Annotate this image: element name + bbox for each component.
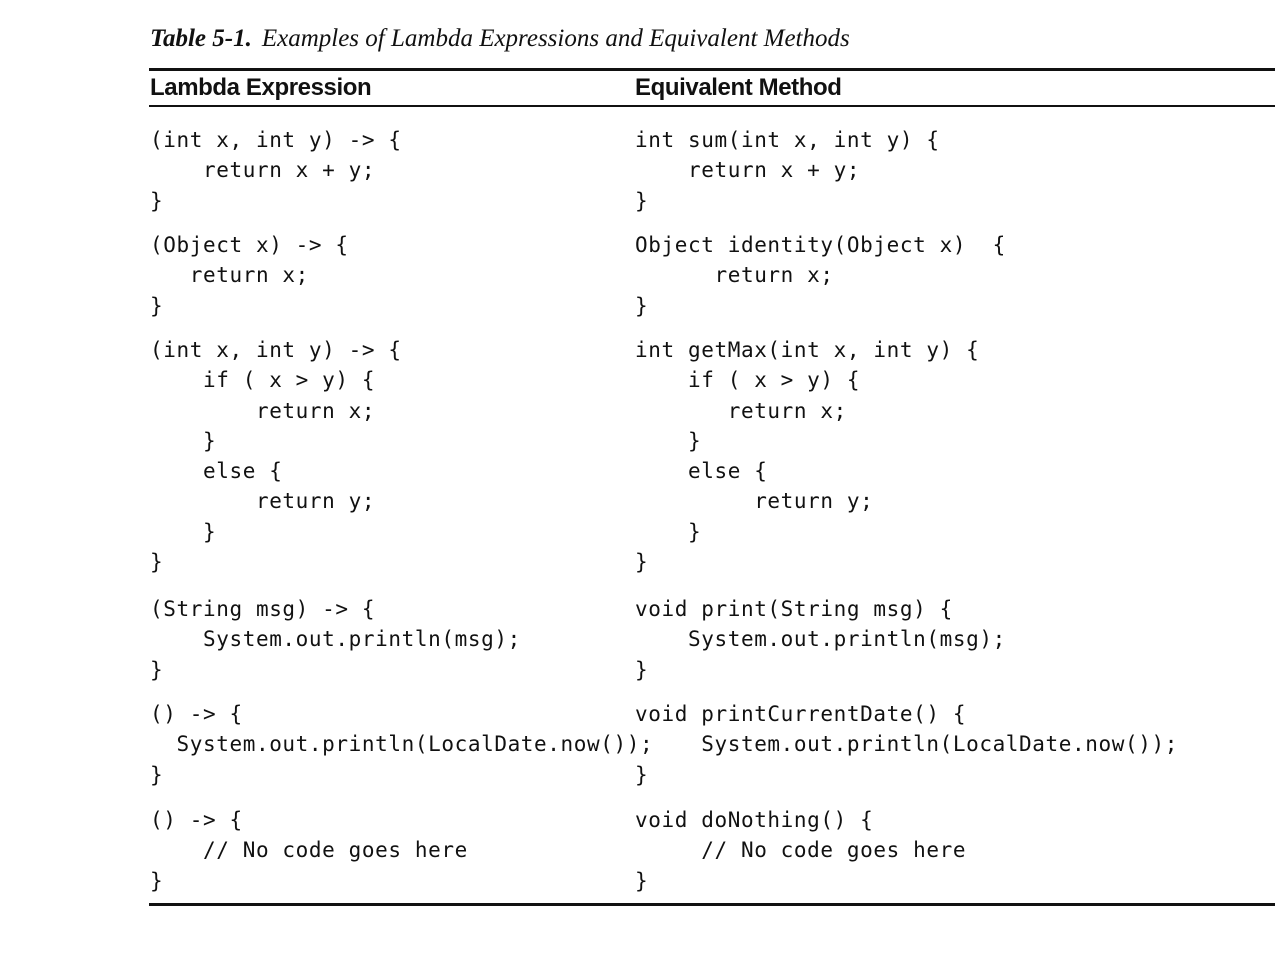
method-cell-getmax: int getMax(int x, int y) { if ( x > y) {…: [635, 338, 980, 575]
header-divider-rule: [149, 105, 1275, 107]
table-caption-title: Examples of Lambda Expressions and Equiv…: [261, 25, 850, 52]
method-cell-print-current-date: void printCurrentDate() { System.out.pri…: [635, 702, 1178, 787]
lambda-cell-identity: (Object x) -> { return x; }: [150, 233, 349, 318]
method-cell-print: void print(String msg) { System.out.prin…: [635, 597, 1006, 682]
lambda-cell-print-current-date: () -> { System.out.println(LocalDate.now…: [150, 702, 654, 787]
table-caption-label: Table 5-1.: [150, 25, 252, 52]
lambda-cell-sum: (int x, int y) -> { return x + y; }: [150, 128, 402, 213]
lambda-cell-getmax: (int x, int y) -> { if ( x > y) { return…: [150, 338, 402, 575]
table-bottom-rule: [149, 903, 1275, 906]
column-header-lambda: Lambda Expression: [150, 74, 372, 101]
lambda-cell-do-nothing: () -> { // No code goes here }: [150, 808, 468, 893]
table-caption: Table 5-1. Examples of Lambda Expressions…: [150, 22, 850, 56]
column-header-method: Equivalent Method: [635, 74, 842, 101]
method-cell-sum: int sum(int x, int y) { return x + y; }: [635, 128, 940, 213]
table-top-rule: [149, 68, 1275, 71]
method-cell-identity: Object identity(Object x) { return x; }: [635, 233, 1006, 318]
method-cell-do-nothing: void doNothing() { // No code goes here …: [635, 808, 967, 893]
lambda-cell-print: (String msg) -> { System.out.println(msg…: [150, 597, 521, 682]
